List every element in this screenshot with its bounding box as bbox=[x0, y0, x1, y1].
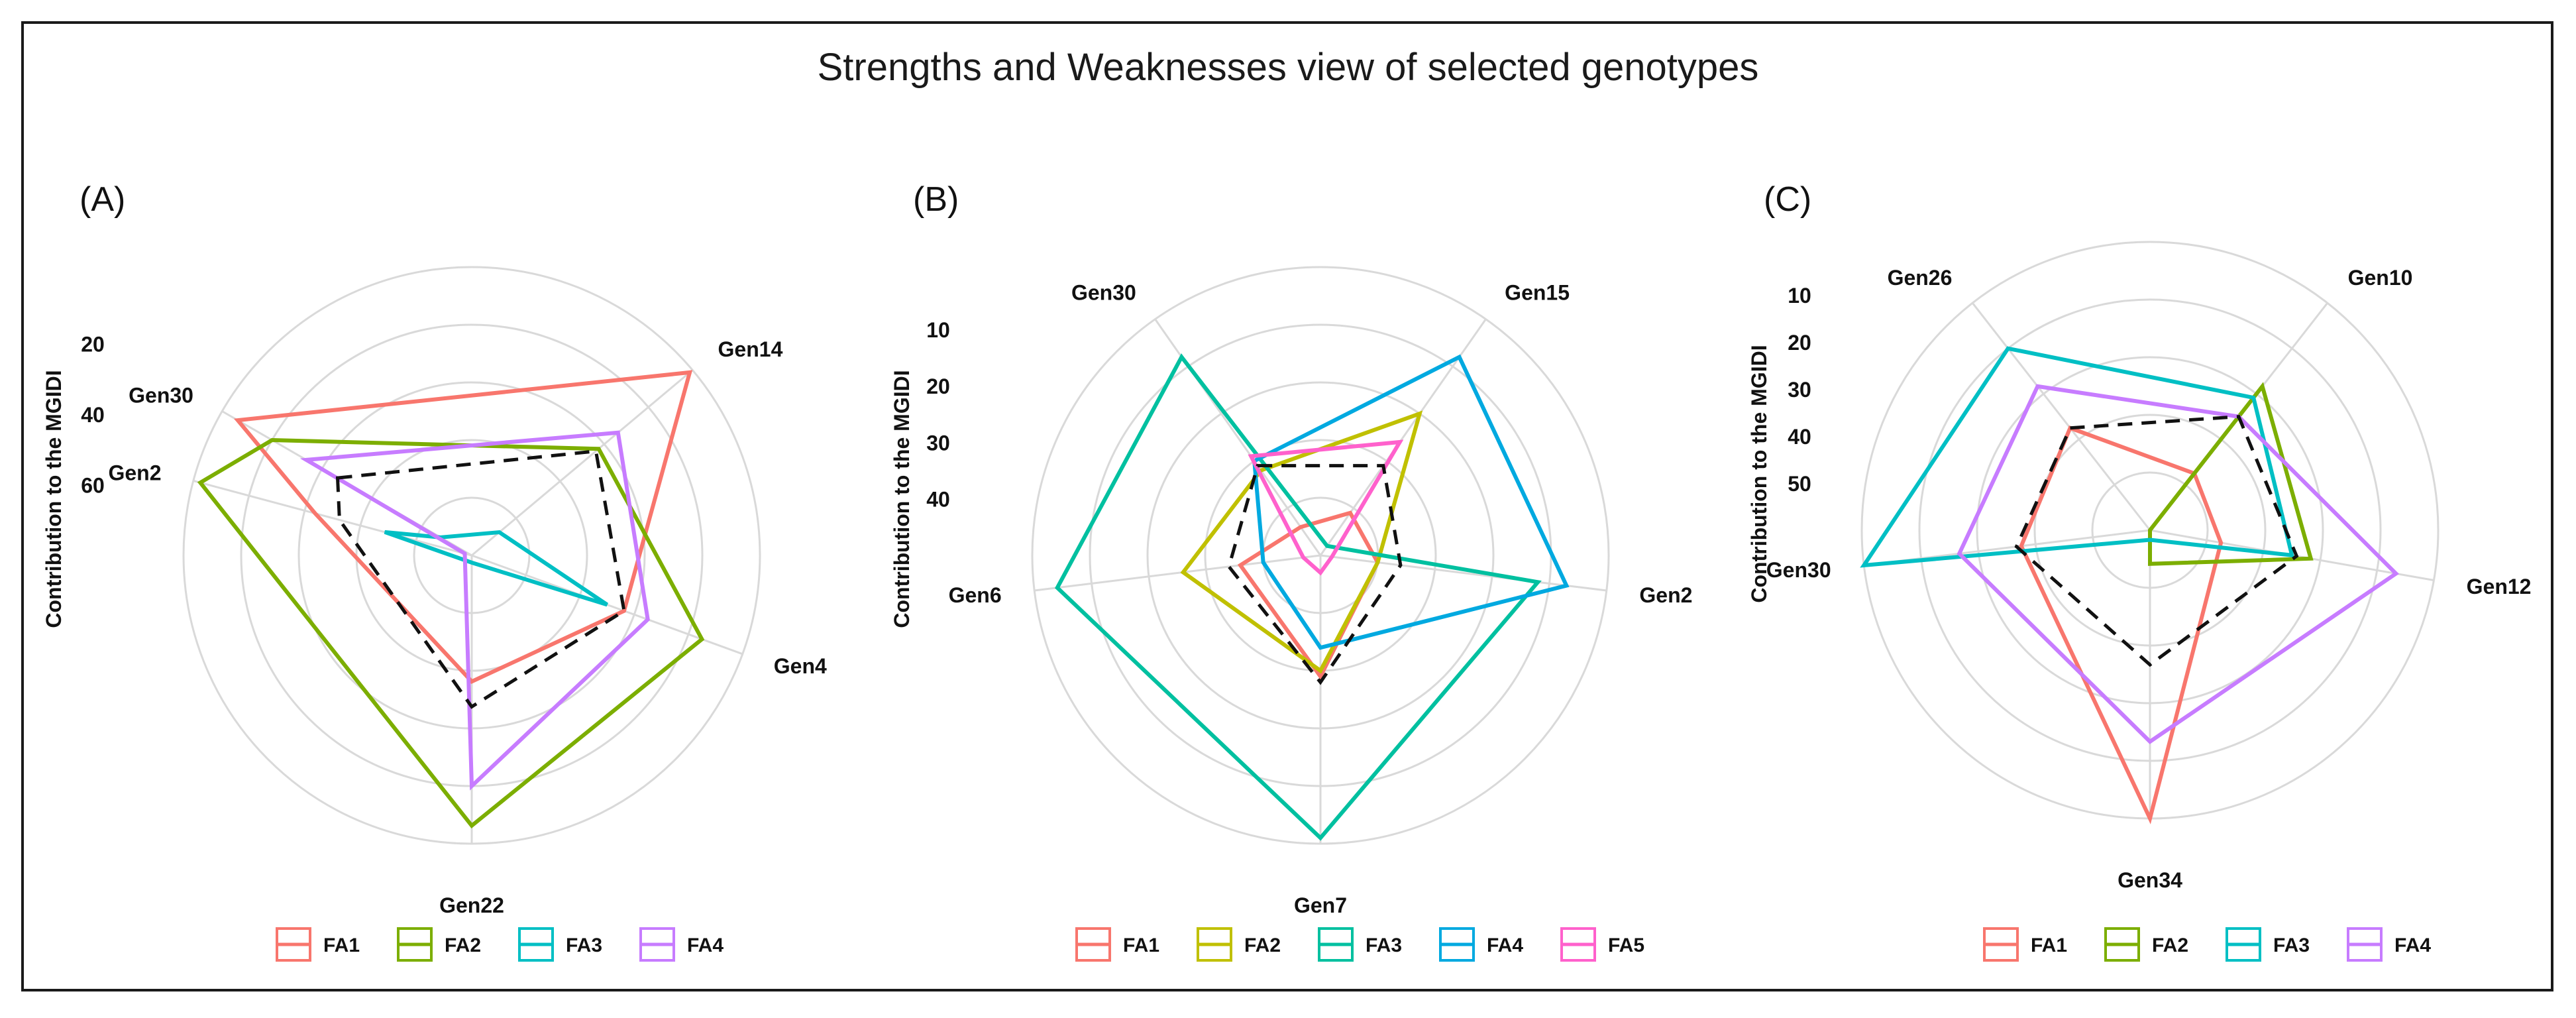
axis-label-gen30: Gen30 bbox=[129, 384, 193, 408]
legend-label: FA3 bbox=[1366, 934, 1402, 956]
series-fa2 bbox=[1180, 410, 1423, 674]
series-fa4 bbox=[299, 430, 650, 791]
legend-item-fa2[interactable]: FA2 bbox=[397, 927, 481, 962]
grid-spoke bbox=[1154, 318, 1322, 556]
grid-spoke bbox=[1972, 302, 2151, 531]
axis-label-gen6: Gen6 bbox=[949, 583, 1002, 607]
series-fa3 bbox=[1860, 346, 2295, 568]
radial-tick-label: 40 bbox=[81, 403, 105, 427]
axis-label-gen7: Gen7 bbox=[1294, 893, 1347, 917]
panel-label: (A) bbox=[80, 180, 125, 219]
radial-tick-label: 20 bbox=[926, 374, 950, 398]
mgidi-line bbox=[335, 449, 626, 709]
series-fa3 bbox=[384, 530, 609, 607]
radial-tick-label: 40 bbox=[1788, 425, 1811, 449]
axis-label-gen2: Gen2 bbox=[1639, 583, 1692, 607]
series-fa1 bbox=[2019, 425, 2224, 824]
radar-panel-2: Gen30 Gen15 Gen2 Gen7 Gen6 10 20 30 40 Contributi… bbox=[890, 180, 1692, 962]
radar-panel-3: Gen26 Gen10 Gen12 Gen34 Gen30 10 20 30 40 50 Contr… bbox=[1747, 180, 2532, 962]
legend-label: FA3 bbox=[2273, 934, 2310, 956]
radial-tick-label: 10 bbox=[926, 318, 950, 342]
series-fa4 bbox=[1252, 354, 1570, 650]
axis-label-gen30: Gen30 bbox=[1766, 558, 1831, 582]
grid-spoke bbox=[193, 479, 472, 557]
series-fa5 bbox=[1248, 439, 1404, 576]
legend-item-fa2[interactable]: FA2 bbox=[1197, 927, 1281, 962]
axis-label-gen34: Gen34 bbox=[2118, 868, 2182, 892]
legend-label: FA3 bbox=[566, 934, 602, 956]
legend-item-fa4[interactable]: FA4 bbox=[2347, 927, 2431, 962]
series-fa4 bbox=[1957, 384, 2399, 744]
legend-item-fa3[interactable]: FA3 bbox=[1318, 927, 1402, 962]
y-axis-label: Contribution to the MGIDI bbox=[1747, 345, 1771, 602]
legend-label: FA2 bbox=[2152, 934, 2188, 956]
y-axis-label: Contribution to the MGIDI bbox=[890, 370, 914, 628]
series-fa3 bbox=[1055, 353, 1542, 841]
series-fa2 bbox=[197, 437, 705, 829]
legend-item-fa3[interactable]: FA3 bbox=[2226, 927, 2310, 962]
figure-title: Strengths and Weaknesses view of selecte… bbox=[817, 46, 1759, 89]
legend-label: FA4 bbox=[687, 934, 724, 956]
legend-item-fa5[interactable]: FA5 bbox=[1560, 927, 1644, 962]
axis-label-gen30: Gen30 bbox=[1071, 281, 1136, 305]
radial-tick-label: 40 bbox=[926, 488, 950, 512]
legend-item-fa1[interactable]: FA1 bbox=[276, 927, 360, 962]
panel-label: (C) bbox=[1764, 180, 1811, 219]
panel-label: (B) bbox=[913, 180, 959, 219]
legend-item-fa1[interactable]: FA1 bbox=[1075, 927, 1159, 962]
legend-label: FA1 bbox=[1123, 934, 1159, 956]
legend-item-fa2[interactable]: FA2 bbox=[2104, 927, 2188, 962]
axis-label-gen10: Gen10 bbox=[2348, 266, 2413, 290]
axis-label-gen14: Gen14 bbox=[718, 337, 783, 361]
mgidi-line bbox=[1227, 464, 1403, 685]
legend-label: FA1 bbox=[323, 934, 360, 956]
axis-label-gen2: Gen2 bbox=[108, 461, 161, 484]
axis-label-gen15: Gen15 bbox=[1505, 281, 1570, 305]
legend-item-fa1[interactable]: FA1 bbox=[1983, 927, 2067, 962]
y-axis-label: Contribution to the MGIDI bbox=[42, 370, 66, 628]
legend-item-fa4[interactable]: FA4 bbox=[1439, 927, 1523, 962]
radial-tick-label: 10 bbox=[1788, 284, 1811, 308]
series-fa1 bbox=[233, 370, 693, 684]
legend-label: FA2 bbox=[445, 934, 481, 956]
grid-spoke bbox=[471, 369, 694, 557]
axis-label-gen4: Gen4 bbox=[774, 654, 827, 678]
grid-spoke bbox=[1034, 554, 1321, 592]
radial-tick-label: 30 bbox=[926, 431, 950, 455]
legend-item-fa4[interactable]: FA4 bbox=[639, 927, 724, 962]
radial-tick-label: 60 bbox=[81, 473, 105, 497]
legend-label: FA2 bbox=[1244, 934, 1281, 956]
axis-label-gen26: Gen26 bbox=[1888, 266, 1953, 290]
legend-label: FA1 bbox=[2031, 934, 2067, 956]
legend-label: FA5 bbox=[1608, 934, 1644, 956]
radial-tick-label: 20 bbox=[81, 332, 105, 356]
series-fa2 bbox=[2148, 382, 2314, 566]
figure-frame bbox=[21, 21, 2553, 991]
radar-panel-1: Gen30 Gen14 Gen4 Gen22 Gen2 20 40 60 Contributio… bbox=[42, 180, 827, 962]
axis-label-gen12: Gen12 bbox=[2467, 575, 2532, 598]
axis-label-gen22: Gen22 bbox=[439, 893, 504, 917]
grid-spoke bbox=[1319, 318, 1487, 556]
grid-spoke bbox=[1320, 554, 1607, 592]
legend-label: FA4 bbox=[2394, 934, 2431, 956]
radial-tick-label: 50 bbox=[1788, 472, 1811, 496]
radial-tick-label: 20 bbox=[1788, 331, 1811, 355]
legend-label: FA4 bbox=[1487, 934, 1523, 956]
legend-item-fa3[interactable]: FA3 bbox=[518, 927, 602, 962]
mgidi-line bbox=[2014, 414, 2299, 667]
radial-tick-label: 30 bbox=[1788, 378, 1811, 402]
